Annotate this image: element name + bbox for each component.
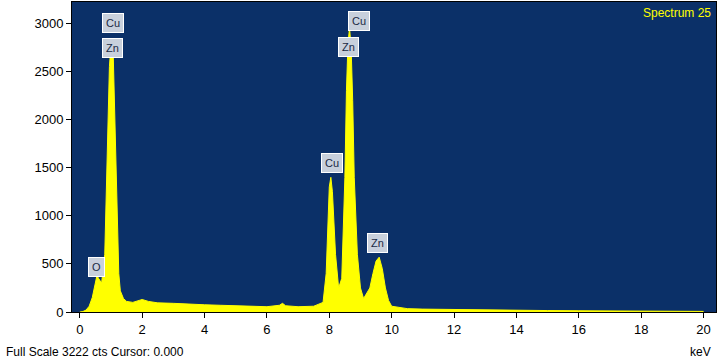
svg-text:2000: 2000 [34,112,63,127]
svg-text:Zn: Zn [342,41,355,53]
svg-text:3000: 3000 [34,16,63,31]
svg-text:1500: 1500 [34,160,63,175]
svg-text:20: 20 [696,322,710,337]
svg-text:16: 16 [572,322,586,337]
svg-text:Cu: Cu [325,157,339,169]
svg-text:2500: 2500 [34,64,63,79]
svg-text:keV: keV [690,345,711,359]
svg-text:2: 2 [139,322,146,337]
svg-text:Full Scale 3222 cts Cursor: 0.: Full Scale 3222 cts Cursor: 0.000 [6,345,184,359]
svg-text:Spectrum 25: Spectrum 25 [643,6,711,20]
svg-text:0: 0 [56,305,63,320]
svg-text:12: 12 [447,322,461,337]
svg-text:0: 0 [76,322,83,337]
svg-text:18: 18 [634,322,648,337]
svg-text:Zn: Zn [371,237,384,249]
svg-text:O: O [92,261,101,273]
svg-text:10: 10 [384,322,398,337]
svg-text:14: 14 [509,322,523,337]
svg-text:6: 6 [263,322,270,337]
svg-text:4: 4 [201,322,208,337]
svg-text:Zn: Zn [106,42,119,54]
svg-text:Cu: Cu [352,15,366,27]
svg-text:8: 8 [326,322,333,337]
svg-text:Cu: Cu [106,17,120,29]
svg-text:500: 500 [42,256,64,271]
svg-text:1000: 1000 [34,208,63,223]
